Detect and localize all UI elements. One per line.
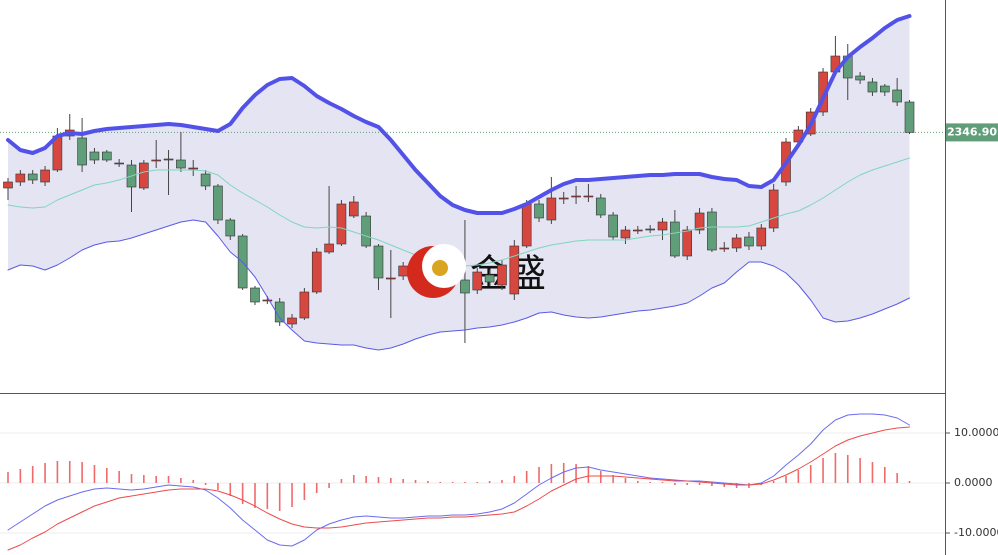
series-line: [6, 14, 912, 215]
candle-body: [324, 243, 334, 253]
candle-body: [225, 219, 236, 237]
candle-body: [546, 197, 557, 221]
candle-body: [3, 181, 13, 189]
candle-body: [608, 214, 618, 238]
candle-body: [744, 236, 754, 247]
logo-coin: [432, 260, 448, 276]
candle-body: [101, 151, 112, 161]
candle-body: [472, 271, 483, 291]
candle-body: [620, 229, 631, 239]
candle-body: [521, 203, 532, 247]
candle-body: [311, 251, 322, 293]
candle-body: [657, 221, 668, 231]
y-tick-label: 10.0000: [954, 426, 998, 439]
candle-body: [645, 228, 655, 231]
candle-body: [694, 212, 705, 231]
y-tick-label: -10.0000: [954, 526, 998, 539]
candle-body: [583, 195, 594, 198]
candle-body: [139, 162, 149, 189]
candle-body: [670, 221, 680, 257]
candle-body: [558, 197, 569, 200]
candle-body: [534, 203, 544, 219]
candle-body: [707, 211, 717, 251]
candle-body: [287, 317, 297, 325]
series-line: [7, 426, 910, 551]
candle-body: [373, 245, 384, 279]
candle-body: [200, 173, 211, 187]
candle-body: [15, 173, 26, 183]
candle-body: [163, 158, 174, 161]
candle-body: [40, 169, 50, 183]
series-line: [7, 413, 910, 547]
price-tag-label: 2346.90: [947, 125, 997, 138]
candle-body: [348, 201, 359, 217]
candle-body: [299, 291, 310, 319]
candle-body: [114, 162, 124, 165]
candle-body: [274, 301, 285, 323]
candle-body: [595, 197, 606, 216]
band-fill: [8, 16, 910, 350]
candle-body: [497, 264, 507, 286]
candle-body: [867, 81, 878, 93]
candle-body: [176, 159, 186, 169]
candle-body: [89, 151, 100, 161]
candle-body: [756, 227, 767, 247]
candle-body: [509, 245, 520, 295]
candle-body: [386, 277, 396, 280]
candle-body: [682, 229, 693, 257]
candle-body: [731, 237, 742, 249]
candle-body: [151, 159, 161, 162]
series-line: [7, 219, 910, 351]
y-tick-label: 0.0000: [954, 476, 993, 489]
candle-body: [855, 75, 865, 81]
candle-body: [250, 287, 260, 303]
candle-body: [892, 89, 902, 103]
candle-body: [361, 215, 371, 247]
candle-body: [336, 203, 347, 245]
candle-body: [633, 229, 643, 232]
price-tag-box: [946, 123, 998, 142]
candle-body: [768, 189, 779, 229]
candle-body: [460, 279, 470, 294]
watermark: 金盛: [470, 252, 546, 296]
candle-body: [188, 167, 199, 170]
candle-body: [213, 185, 223, 221]
candle-body: [262, 299, 273, 302]
logo: [407, 244, 466, 298]
candle-body: [484, 274, 495, 283]
candle-body: [27, 173, 38, 181]
candle-body: [719, 247, 730, 250]
candle-body: [904, 101, 915, 133]
candle-body: [77, 137, 87, 166]
candle-body: [571, 195, 581, 198]
candle-body: [880, 85, 890, 93]
plot-area: 金盛 2346.90 10.0000 0.0000 -10.0000: [0, 14, 998, 551]
candle-body: [398, 265, 408, 277]
